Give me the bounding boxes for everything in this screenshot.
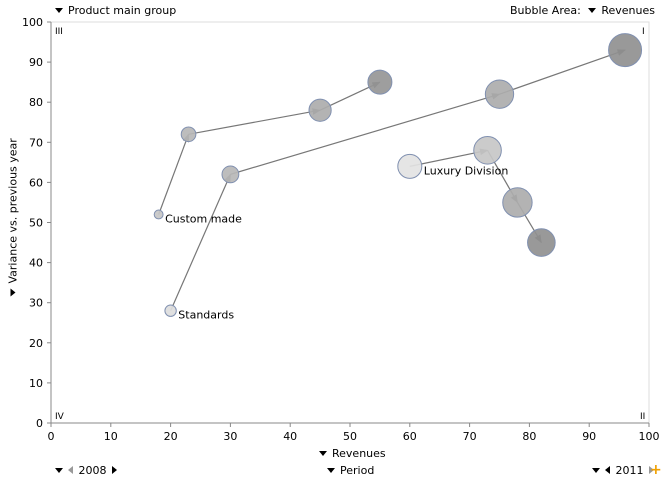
end-period-control: 2011 — [592, 464, 654, 477]
trail-segment — [188, 108, 321, 135]
chevron-down-icon — [319, 451, 327, 456]
period-selector[interactable]: Period — [327, 464, 374, 477]
start-period-value: 2008 — [78, 464, 107, 477]
y-tick-label: 20 — [29, 337, 43, 350]
end-period-value: 2011 — [615, 464, 644, 477]
bubble[interactable] — [153, 209, 164, 220]
y-tick-label: 0 — [36, 417, 43, 430]
plot-area — [50, 21, 650, 424]
series-label: Standards — [178, 309, 234, 322]
start-period-dropdown-icon[interactable] — [55, 468, 63, 473]
y-tick-label: 80 — [29, 96, 43, 109]
trail-segment — [170, 173, 231, 311]
start-period-prev-icon[interactable] — [68, 466, 73, 474]
x-tick-label: 60 — [403, 430, 417, 443]
quadrant-label-bottom-left: IV — [55, 412, 65, 422]
bubble[interactable] — [484, 79, 515, 109]
trail-segment — [158, 133, 190, 215]
start-period-next-icon[interactable] — [112, 466, 117, 474]
bubble[interactable] — [221, 165, 240, 184]
bubble[interactable] — [473, 136, 502, 165]
x-tick-label: 10 — [104, 430, 118, 443]
x-tick-label: 0 — [48, 430, 55, 443]
bubble[interactable] — [308, 98, 332, 122]
x-tick-label: 90 — [582, 430, 596, 443]
series-label: Luxury Division — [424, 164, 509, 177]
end-period-next-icon[interactable] — [649, 466, 654, 474]
y-tick-label: 10 — [29, 377, 43, 390]
chevron-down-icon — [55, 8, 63, 13]
start-period-control: 2008 — [55, 464, 117, 477]
x-axis-label: Revenues — [332, 447, 386, 460]
y-tick-label: 30 — [29, 297, 43, 310]
group-label: Product main group — [68, 4, 177, 17]
trail-segment — [499, 49, 626, 95]
y-axis-label: Variance vs. previous year — [6, 138, 20, 284]
x-tick-label: 70 — [463, 430, 477, 443]
end-period-prev-icon[interactable] — [605, 466, 610, 474]
x-tick-label: 40 — [283, 430, 297, 443]
y-tick-label: 90 — [29, 56, 43, 69]
bubble[interactable] — [367, 69, 393, 95]
y-axis-selector[interactable]: Variance vs. previous year — [7, 138, 20, 297]
y-tick-label: 60 — [29, 176, 43, 189]
trail-segment — [230, 93, 501, 175]
bubble-area-value: Revenues — [601, 4, 655, 17]
bubble[interactable] — [502, 187, 533, 218]
x-tick-label: 50 — [343, 430, 357, 443]
bubble[interactable] — [164, 304, 177, 317]
quadrant-label-top-right: I — [642, 27, 645, 37]
bubble[interactable] — [608, 33, 643, 68]
bubble-area-selector[interactable]: Revenues — [588, 4, 655, 17]
bubble-area-label: Bubble Area: — [510, 4, 581, 17]
x-tick-label: 80 — [522, 430, 536, 443]
y-tick-label: 40 — [29, 257, 43, 270]
period-label: Period — [340, 464, 375, 477]
chevron-down-icon — [588, 8, 597, 13]
add-icon[interactable]: + — [650, 462, 662, 478]
group-selector[interactable]: Product main group — [55, 4, 176, 17]
x-tick-label: 20 — [164, 430, 178, 443]
y-tick-label: 70 — [29, 136, 43, 149]
quadrant-label-bottom-right: II — [640, 412, 645, 422]
x-tick-label: 100 — [639, 430, 660, 443]
bubble[interactable] — [397, 153, 423, 179]
x-axis-selector[interactable]: Revenues — [319, 447, 386, 460]
end-period-dropdown-icon[interactable] — [592, 468, 600, 473]
bubble-area-control: Bubble Area: Revenues — [510, 4, 655, 17]
bubble[interactable] — [527, 228, 556, 257]
chevron-down-icon — [327, 468, 335, 473]
bubble[interactable] — [180, 126, 197, 143]
series-label: Custom made — [165, 212, 242, 225]
x-tick-label: 30 — [223, 430, 237, 443]
chevron-down-icon — [10, 288, 16, 297]
y-tick-label: 100 — [22, 16, 43, 29]
y-tick-label: 50 — [29, 217, 43, 230]
quadrant-label-top-left: III — [55, 27, 63, 37]
